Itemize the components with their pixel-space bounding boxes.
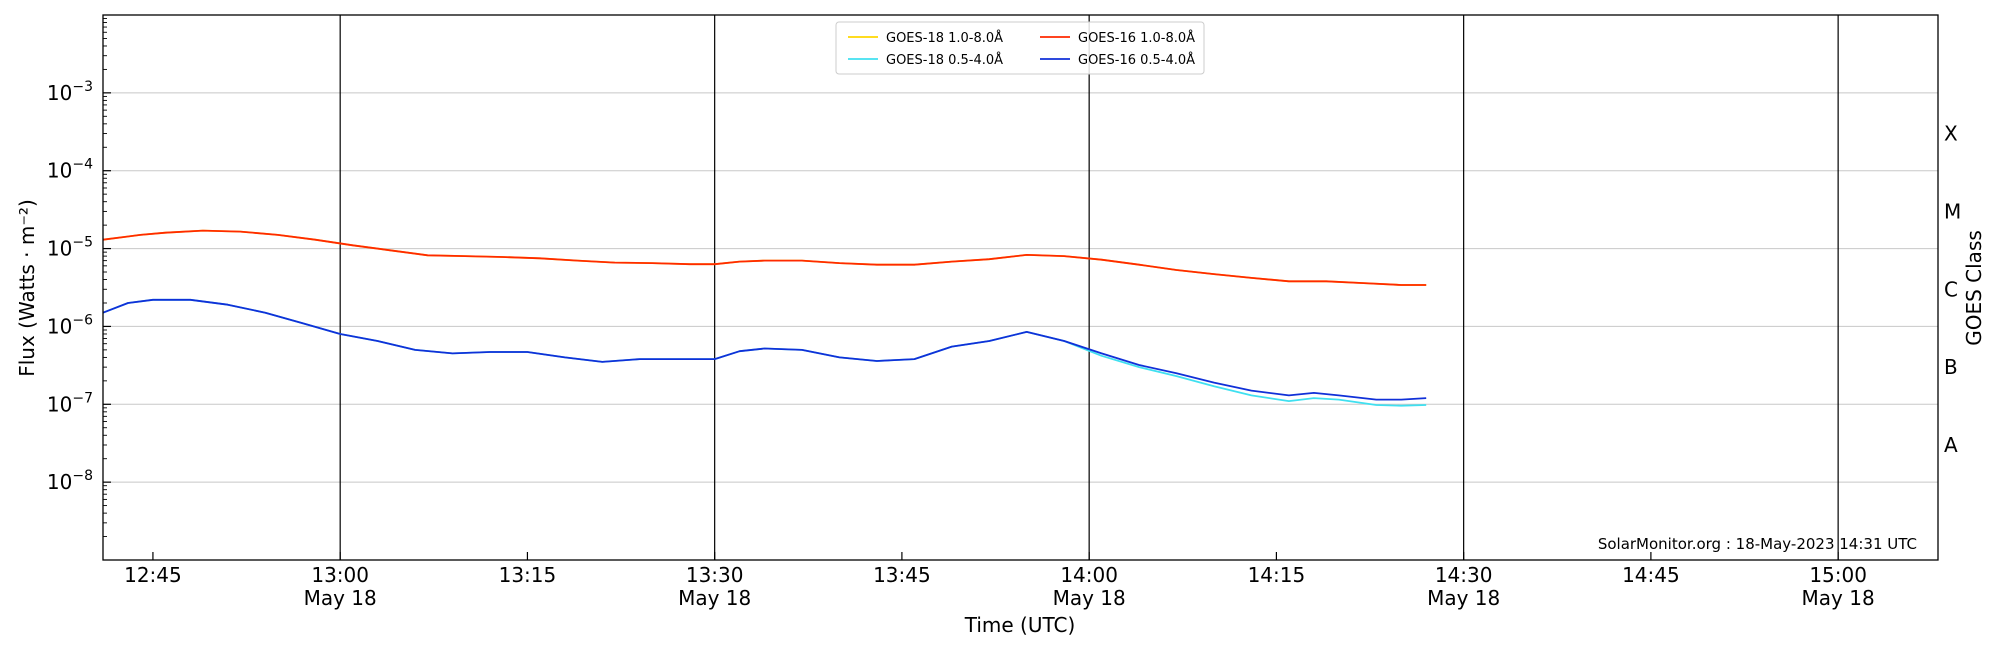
x-tick-label-6: 14:15 <box>1248 563 1306 587</box>
legend: GOES-18 1.0-8.0Å GOES-18 0.5-4.0Å GOES-16 … <box>835 21 1205 75</box>
y-axis-ticks: 10−8 10−7 10−6 10−5 10−4 10−3 <box>47 18 111 538</box>
goes-class-C: C <box>1944 277 1958 301</box>
x-axis-title: Time (UTC) <box>964 613 1076 637</box>
x-tick-date-3: May 18 <box>678 586 751 610</box>
y-tick-label-3: 10−5 <box>47 235 93 261</box>
right-axis-title: GOES Class <box>1962 230 1986 346</box>
x-tick-date-1: May 18 <box>304 586 377 610</box>
series-line-3 <box>102 298 1427 401</box>
x-tick-label-8: 14:45 <box>1622 563 1680 587</box>
series-line-1 <box>102 298 1427 407</box>
legend-label-0: GOES-18 1.0-8.0Å <box>886 30 1003 46</box>
x-tick-date-7: May 18 <box>1427 586 1500 610</box>
series-line-2 <box>102 229 1427 286</box>
legend-label-1: GOES-18 0.5-4.0Å <box>886 52 1003 68</box>
y-axis-title: Flux (Watts · m⁻²) <box>15 199 39 377</box>
goes-class-X: X <box>1944 122 1958 146</box>
vertical-lines <box>339 15 1839 560</box>
plot-frame <box>102 14 1939 561</box>
x-tick-date-5: May 18 <box>1053 586 1126 610</box>
x-tick-date-9: May 18 <box>1802 586 1875 610</box>
goes-class-B: B <box>1944 355 1958 379</box>
x-tick-label-4: 13:45 <box>873 563 931 587</box>
y-tick-label-1: 10−7 <box>47 390 93 416</box>
x-tick-label-0: 12:45 <box>124 563 182 587</box>
legend-label-2: GOES-16 1.0-8.0Å <box>1078 30 1195 46</box>
grid-layer <box>103 92 1938 483</box>
y-tick-label-0: 10−8 <box>47 468 93 494</box>
goes-class-A: A <box>1944 433 1958 457</box>
y-tick-label-2: 10−6 <box>47 312 93 338</box>
x-tick-label-5: 14:00 <box>1060 563 1118 587</box>
y-tick-label-5: 10−3 <box>47 79 93 105</box>
x-tick-label-1: 13:00 <box>311 563 369 587</box>
goes-class-M: M <box>1944 199 1961 223</box>
goes-class-labels: A B C M X <box>1944 122 1961 457</box>
series-layer <box>102 229 1427 407</box>
x-tick-label-2: 13:15 <box>499 563 557 587</box>
legend-box <box>835 21 1205 75</box>
x-tick-label-7: 14:30 <box>1435 563 1493 587</box>
x-tick-label-9: 15:00 <box>1809 563 1867 587</box>
x-tick-label-3: 13:30 <box>686 563 744 587</box>
y-tick-label-4: 10−4 <box>47 157 93 183</box>
legend-label-3: GOES-16 0.5-4.0Å <box>1078 52 1195 68</box>
credit-label: SolarMonitor.org : 18-May-2023 14:31 UTC <box>1598 535 1917 553</box>
